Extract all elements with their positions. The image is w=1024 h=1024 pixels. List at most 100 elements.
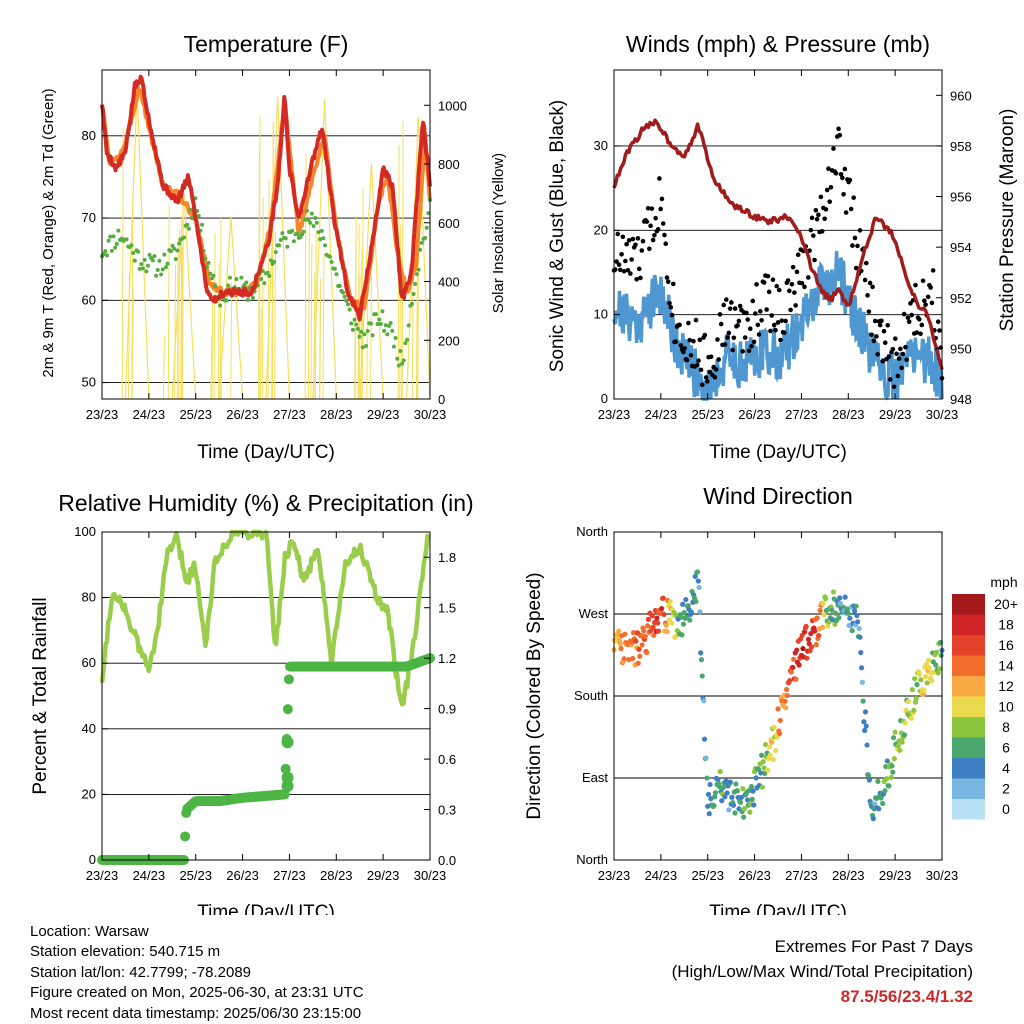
insolation-spike xyxy=(180,220,183,400)
direction-point xyxy=(817,607,823,614)
dewpoint-point xyxy=(378,321,383,326)
dewpoint-point xyxy=(188,207,193,212)
direction-point xyxy=(808,631,814,637)
direction-point xyxy=(908,715,915,721)
direction-point xyxy=(637,653,643,659)
gust-point xyxy=(887,377,893,382)
gust-point xyxy=(628,271,633,276)
direction-point xyxy=(737,799,744,805)
dewpoint-point xyxy=(347,307,352,312)
y-right-tick-label: 950 xyxy=(950,341,972,356)
dewpoint-point xyxy=(234,277,239,282)
gust-point xyxy=(731,335,737,341)
humidity-ticks: 0 20 40 60 80 100 0.0 0.3 0.6 0.9 1.2 1.5 1.8 23/23 24… xyxy=(74,524,456,883)
gust-point xyxy=(778,337,783,343)
precip-point xyxy=(281,779,294,792)
dewpoint-point xyxy=(409,301,414,306)
gust-point xyxy=(900,351,906,357)
dewpoint-point xyxy=(391,344,396,349)
dewpoint-point xyxy=(152,254,157,259)
gust-point xyxy=(723,297,729,302)
direction-point xyxy=(923,674,929,680)
dewpoint-point xyxy=(401,358,406,363)
dewpoint-point xyxy=(400,361,405,366)
temperature-y-left-label: 2m & 9m T (Red, Orange) & 2m Td (Green) xyxy=(40,88,57,377)
gust-point xyxy=(930,268,936,273)
gust-point xyxy=(750,298,756,304)
dewpoint-point xyxy=(414,272,419,277)
gust-point xyxy=(794,269,800,275)
dewpoint-point xyxy=(157,258,162,263)
x-tick-label: 26/23 xyxy=(226,407,259,422)
insolation-spike xyxy=(258,115,261,400)
insolation-spike xyxy=(178,229,181,400)
direction-point xyxy=(891,756,897,762)
direction-point xyxy=(938,652,944,659)
gust-point xyxy=(708,354,714,360)
dewpoint-point xyxy=(334,272,339,277)
direction-point xyxy=(837,595,843,601)
insolation-spike xyxy=(399,224,402,400)
gust-point xyxy=(645,205,651,211)
direction-point xyxy=(644,649,650,656)
gust-point xyxy=(715,337,720,342)
gust-point xyxy=(775,320,781,325)
direction-point xyxy=(793,676,799,682)
direction-point xyxy=(902,720,908,726)
insolation-spike xyxy=(167,204,170,400)
direction-point xyxy=(749,796,755,802)
gust-point xyxy=(618,267,623,273)
y-right-tick-label: 0.0 xyxy=(438,853,456,868)
gust-point xyxy=(640,238,646,244)
gust-point xyxy=(615,231,621,237)
direction-point xyxy=(649,613,655,619)
gust-point xyxy=(886,354,892,359)
gust-point xyxy=(850,243,855,248)
direction-point xyxy=(863,723,869,729)
direction-point xyxy=(875,778,881,784)
gust-point xyxy=(862,277,868,283)
direction-point xyxy=(715,777,721,783)
direction-point xyxy=(912,676,918,682)
direction-point xyxy=(892,729,898,735)
gust-point xyxy=(895,373,901,379)
gust-point xyxy=(660,221,666,226)
gust-point xyxy=(841,191,846,197)
legend-label: 2 xyxy=(1002,781,1010,797)
direction-point xyxy=(776,731,783,737)
dewpoint-point xyxy=(226,283,231,288)
gust-point xyxy=(922,298,927,303)
direction-point xyxy=(641,628,647,634)
legend-label: 4 xyxy=(1002,760,1010,776)
gust-point xyxy=(929,300,935,306)
dewpoint-point xyxy=(165,261,170,266)
dewpoint-point xyxy=(370,333,375,338)
direction-point xyxy=(787,677,793,684)
precip-point xyxy=(283,674,294,685)
legend-swatch xyxy=(952,635,985,656)
gust-point xyxy=(937,328,942,333)
direction-point xyxy=(923,661,929,668)
direction-point xyxy=(703,755,709,761)
gust-point xyxy=(869,332,874,338)
direction-point xyxy=(626,657,632,663)
dewpoint-point xyxy=(168,249,173,254)
gust-point xyxy=(923,302,928,308)
direction-point xyxy=(929,678,935,684)
humidity-series xyxy=(97,529,435,865)
precip-point xyxy=(280,763,291,774)
direction-point xyxy=(753,775,759,781)
direction-point xyxy=(720,785,726,791)
direction-point xyxy=(918,677,924,683)
dewpoint-point xyxy=(403,341,408,346)
gust-point xyxy=(925,294,931,300)
gust-point xyxy=(725,335,730,340)
gust-point xyxy=(700,382,705,388)
dewpoint-point xyxy=(144,269,149,274)
gust-point xyxy=(648,223,653,229)
dewpoint-point xyxy=(355,326,360,331)
gust-point xyxy=(668,305,674,310)
gust-point xyxy=(650,237,656,243)
